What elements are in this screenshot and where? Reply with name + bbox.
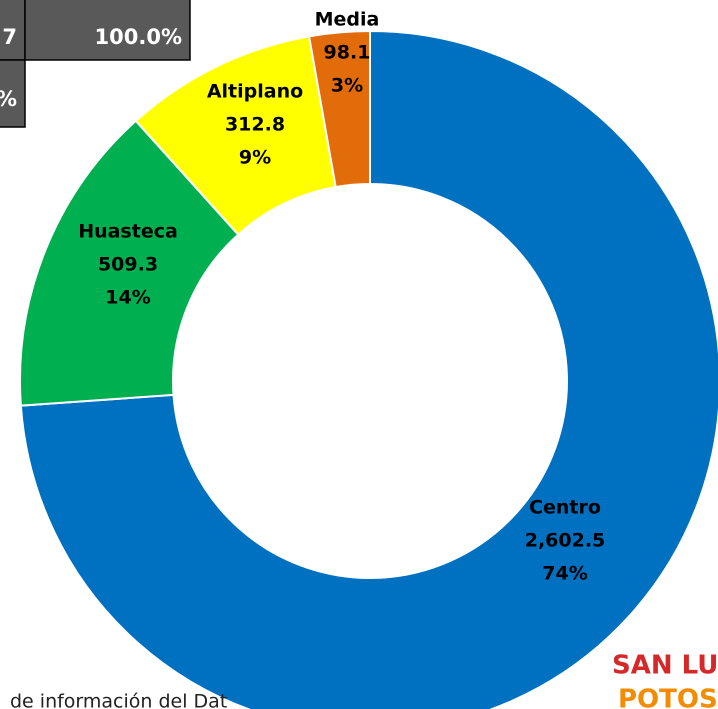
percent-label: 9% [239,147,271,169]
logo-text: SAN LUIS [612,651,718,681]
percent-label: 74% [542,563,587,585]
table: 7 100.0% % [0,0,191,128]
slice [307,29,371,189]
category-label: Centro [529,497,601,519]
table-text: 100.0% [95,25,182,49]
value-label: 98.1 [324,42,371,64]
percent-label: 3% [331,75,363,97]
slice [19,29,718,709]
table-text: 7 [2,25,17,49]
slice [19,119,240,407]
category-label: Huasteca [78,221,178,243]
table-cell [0,59,26,128]
value-label: 312.8 [225,114,285,136]
table-cell [24,0,191,61]
table-text: % [0,87,17,111]
category-label: Media [315,9,380,31]
category-label: Altiplano [207,81,303,103]
value-label: 2,602.5 [525,530,606,552]
logo: SAN LUIS POTOSÍ [612,651,718,709]
percent-label: 14% [105,287,150,309]
donut [19,29,718,709]
labels: Centro 2,602.5 74% Huasteca 509.3 14% Altiplan… [78,9,605,585]
value-label: 509.3 [98,254,158,276]
logo-text: POTOSÍ [618,683,718,709]
source-note: de información del Dat [10,691,227,709]
